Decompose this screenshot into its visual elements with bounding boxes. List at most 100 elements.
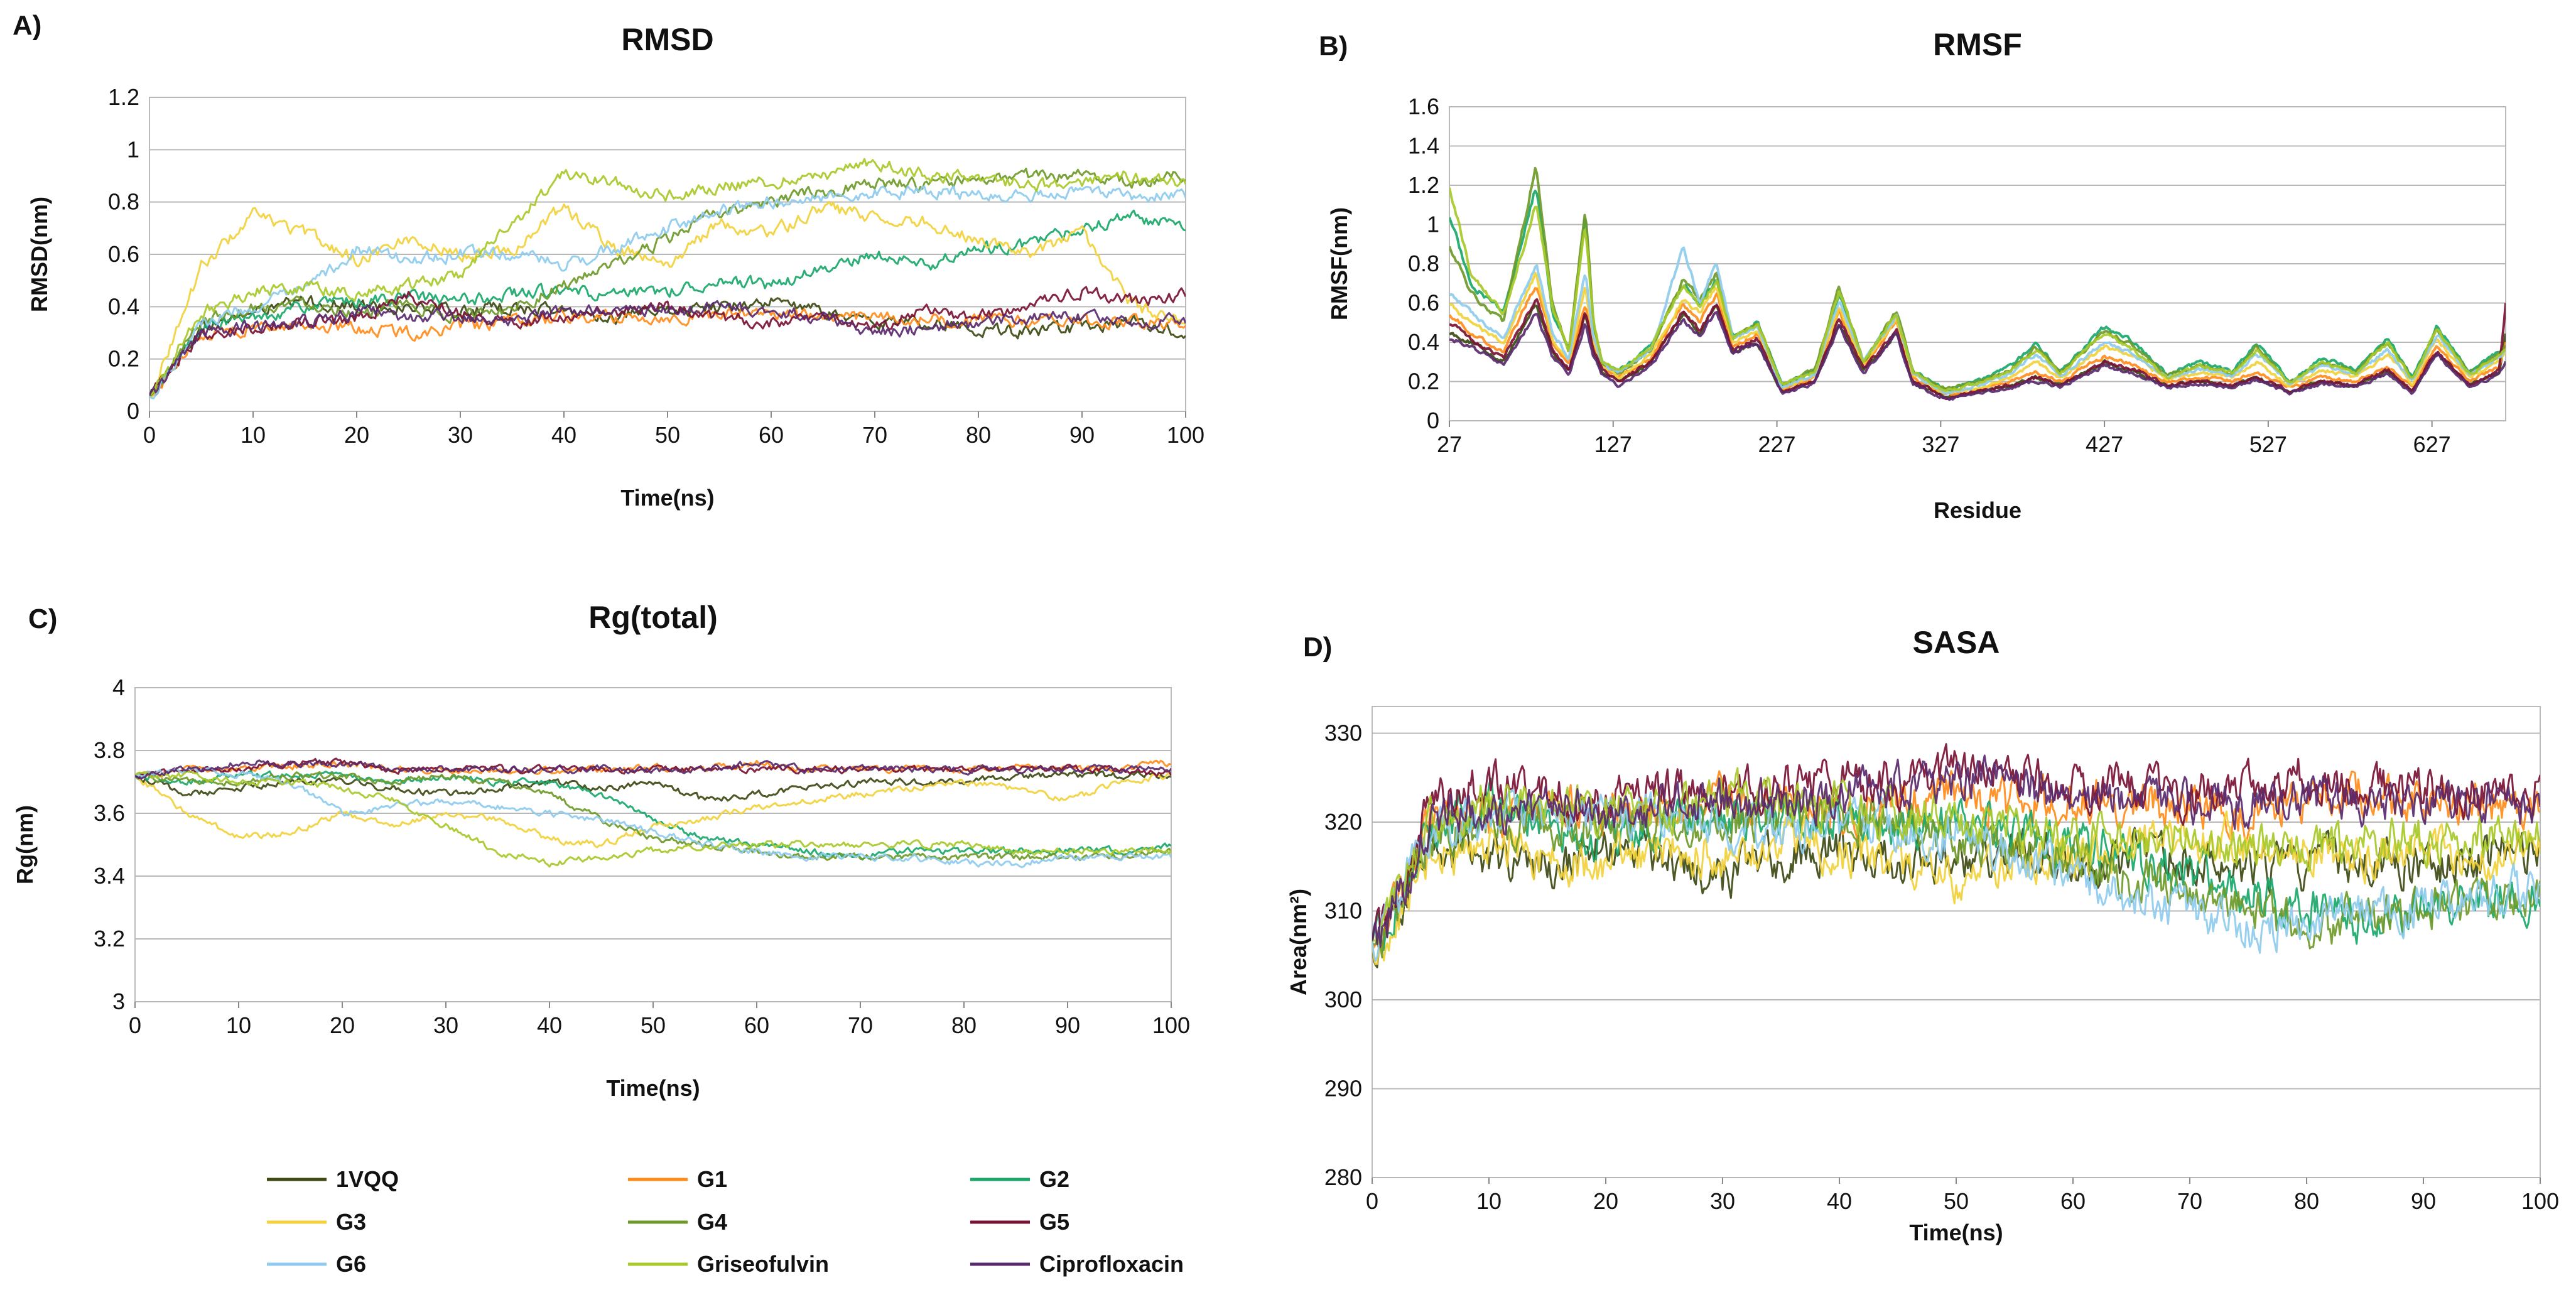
y-tick-label: 3 (112, 989, 125, 1014)
series-line-ciprofloxacin (1449, 311, 2506, 401)
x-tick-label: 0 (1366, 1188, 1378, 1214)
x-tick-label: 100 (1152, 1012, 1190, 1038)
y-tick-label: 280 (1324, 1164, 1362, 1190)
y-tick-label: 0 (127, 398, 139, 424)
x-tick-label: 60 (759, 422, 784, 448)
panel-c-xlabel: Time(ns) (606, 1075, 700, 1101)
y-tick-label: 0.2 (1408, 369, 1439, 394)
series-line-griseofulvin (135, 770, 1171, 868)
series-line-g2 (135, 769, 1171, 861)
x-tick-label: 30 (433, 1012, 458, 1038)
x-tick-label: 70 (2177, 1188, 2202, 1214)
series-line-g6 (135, 766, 1171, 869)
panel-a-rmsd: A) RMSD Time(ns) RMSD(nm) 0 0.2 0.4 0.6 0.8 1… (13, 10, 1204, 511)
series-line-1vqq (1372, 824, 2540, 968)
panel-d-xlabel: Time(ns) (1909, 1220, 2003, 1245)
y-tick-label: 1 (127, 136, 139, 162)
panel-a-title: RMSD (621, 22, 713, 57)
x-tick-label: 0 (129, 1012, 141, 1038)
legend-label-g2: G2 (1039, 1166, 1069, 1192)
x-tick-label: 80 (951, 1012, 977, 1038)
x-tick-label: 60 (2060, 1188, 2086, 1214)
y-tick-label: 310 (1324, 897, 1362, 923)
y-tick-label: 1.2 (108, 84, 139, 110)
x-tick-label: 627 (2413, 431, 2451, 457)
x-tick-label: 10 (1476, 1188, 1502, 1214)
y-tick-label: 3.2 (94, 926, 125, 951)
y-tick-label: 3.4 (94, 863, 125, 889)
y-tick-label: 290 (1324, 1075, 1362, 1101)
series-line-griseofulvin (1449, 187, 2506, 393)
legend-label-1vqq: 1VQQ (336, 1166, 399, 1192)
x-tick-label: 127 (1594, 431, 1632, 457)
series-line-g5 (1449, 298, 2506, 401)
panel-b-ylabel: RMSF(nm) (1326, 207, 1352, 320)
x-tick-label: 327 (1922, 431, 1959, 457)
legend-label-g4: G4 (697, 1209, 727, 1235)
x-tick-label: 40 (1827, 1188, 1852, 1214)
series-line-g6 (149, 185, 1186, 399)
y-tick-label: 3.8 (94, 737, 125, 763)
x-tick-label: 80 (2294, 1188, 2319, 1214)
legend-label-g1: G1 (697, 1166, 727, 1192)
x-tick-label: 20 (344, 422, 369, 448)
series-group (1372, 743, 2540, 968)
series-group (135, 757, 1171, 869)
series-line-g3 (1372, 810, 2540, 965)
x-tick-label: 20 (330, 1012, 355, 1038)
y-tick-label: 0.2 (108, 346, 139, 372)
series-line-g4 (135, 771, 1171, 862)
x-tick-label: 70 (862, 422, 887, 448)
panel-a-ylabel: RMSD(nm) (26, 197, 52, 312)
y-tick-label: 1 (1427, 212, 1439, 237)
x-tick-label: 90 (1055, 1012, 1080, 1038)
x-tick-label: 70 (848, 1012, 873, 1038)
series-line-g2 (149, 209, 1186, 398)
series-group (149, 158, 1186, 399)
series-line-griseofulvin (1372, 767, 2540, 945)
panel-d-ylabel: Area(nm²) (1285, 889, 1311, 995)
series-line-ciprofloxacin (1372, 754, 2540, 948)
legend-label-g5: G5 (1039, 1209, 1069, 1235)
x-tick-label: 527 (2249, 431, 2287, 457)
x-tick-label: 30 (1710, 1188, 1735, 1214)
panel-b-title: RMSF (1933, 27, 2022, 62)
panel-d-label: D) (1303, 632, 1332, 663)
series-line-g3 (135, 772, 1171, 848)
y-tick-label: 3.6 (94, 800, 125, 826)
y-tick-label: 0.6 (108, 241, 139, 267)
legend: 1VQQ G1 G2 G3 G4 G5 G6 Griseofulvin Ciprofloxaci… (267, 1166, 1184, 1277)
panel-a-xlabel: Time(ns) (620, 485, 714, 511)
legend-label-ciprofloxacin: Ciprofloxacin (1039, 1251, 1184, 1277)
panel-d-title: SASA (1913, 625, 2000, 660)
panel-b-rmsf: B) RMSF Residue RMSF(nm) 0 0.2 0.4 0.6 0.8 1 1… (1319, 27, 2506, 523)
panel-c-label: C) (28, 604, 57, 634)
y-tick-label: 0.4 (1408, 329, 1439, 355)
panel-a-label: A) (13, 10, 41, 41)
x-tick-label: 50 (1944, 1188, 1969, 1214)
panel-d-sasa: D) SASA Time(ns) Area(nm²) 2802903003103… (1285, 625, 2559, 1245)
y-tick-label: 0 (1427, 408, 1439, 433)
x-tick-label: 227 (1758, 431, 1796, 457)
x-tick-label: 27 (1437, 431, 1462, 457)
panel-c-ylabel: Rg(nm) (12, 805, 38, 884)
y-tick-label: 300 (1324, 987, 1362, 1012)
legend-label-g3: G3 (336, 1209, 366, 1235)
y-tick-label: 0.4 (108, 293, 139, 319)
x-tick-label: 40 (537, 1012, 562, 1038)
series-line-g4 (1372, 793, 2540, 959)
x-tick-label: 60 (744, 1012, 769, 1038)
x-tick-label: 10 (226, 1012, 251, 1038)
x-tick-label: 20 (1593, 1188, 1618, 1214)
x-tick-label: 10 (241, 422, 266, 448)
x-tick-label: 90 (1069, 422, 1095, 448)
series-line-g3 (1449, 271, 2506, 394)
series-line-g3 (149, 200, 1186, 398)
series-line-g1 (149, 306, 1186, 398)
plot-area (134, 687, 1172, 1002)
y-tick-label: 4 (112, 675, 125, 700)
series-group (1449, 166, 2506, 401)
series-line-g6 (1449, 246, 2506, 395)
plot-area (1372, 706, 2541, 1178)
panel-c-title: Rg(total) (588, 600, 718, 635)
